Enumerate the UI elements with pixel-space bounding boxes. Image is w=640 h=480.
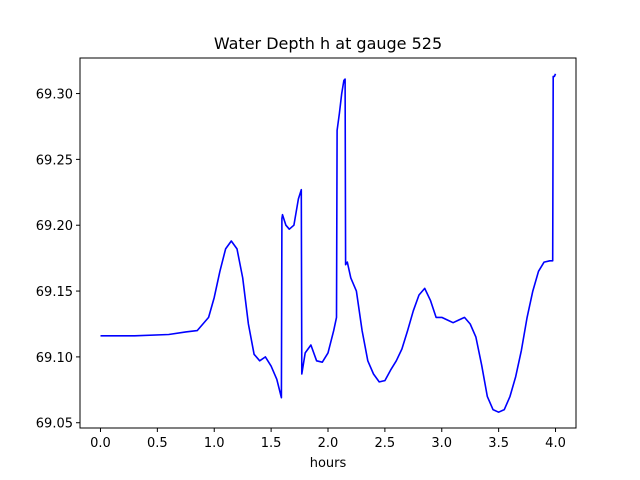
y-tick-label: 69.10 — [36, 351, 73, 366]
y-tick-label: 69.15 — [36, 285, 73, 300]
chart-title: Water Depth h at gauge 525 — [214, 34, 442, 53]
x-tick-label: 1.5 — [261, 436, 282, 451]
y-tick-label: 69.30 — [36, 88, 73, 103]
x-tick-label: 2.5 — [375, 436, 396, 451]
x-tick-label: 4.0 — [545, 436, 566, 451]
x-tick-label: 3.5 — [488, 436, 509, 451]
y-axis: 69.05 69.10 69.15 69.20 69.25 69.30 — [36, 88, 80, 432]
y-tick-label: 69.05 — [36, 417, 73, 432]
x-tick-label: 2.0 — [318, 436, 339, 451]
plot-area — [80, 58, 576, 428]
y-tick-label: 69.20 — [36, 219, 73, 234]
y-tick-label: 69.25 — [36, 153, 73, 168]
series-layer — [100, 73, 557, 414]
x-tick-label: 3.0 — [431, 436, 452, 451]
x-axis-label: hours — [310, 456, 347, 471]
series-line — [100, 73, 557, 414]
x-tick-label: 1.0 — [204, 436, 225, 451]
x-tick-label: 0.0 — [90, 436, 111, 451]
x-tick-label: 0.5 — [147, 436, 168, 451]
x-axis: 0.0 0.5 1.0 1.5 2.0 2.5 3.0 3.5 4.0 — [90, 428, 566, 451]
